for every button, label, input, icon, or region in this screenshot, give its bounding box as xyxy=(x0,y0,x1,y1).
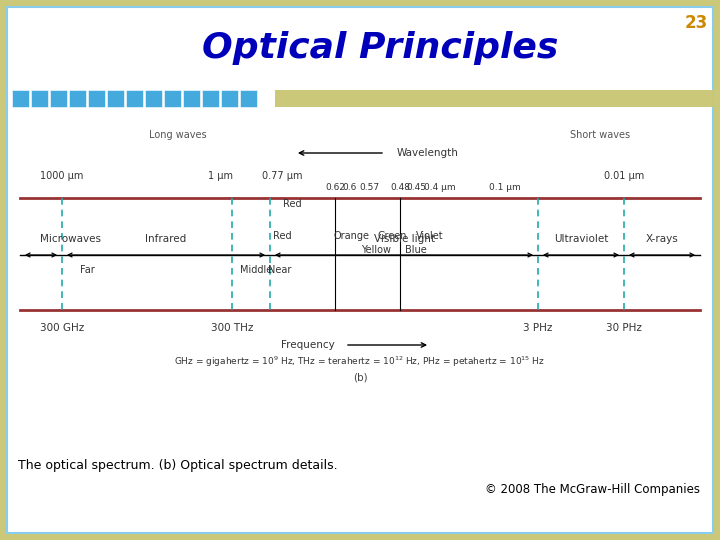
Bar xyxy=(88,90,105,107)
Text: 0.45: 0.45 xyxy=(406,183,426,192)
Bar xyxy=(202,90,219,107)
Text: 300 THz: 300 THz xyxy=(211,323,253,333)
Bar xyxy=(12,90,29,107)
Text: Short waves: Short waves xyxy=(570,130,630,140)
Text: (b): (b) xyxy=(353,373,367,383)
Text: 0.01 μm: 0.01 μm xyxy=(604,171,644,181)
Bar xyxy=(31,90,48,107)
Text: Green: Green xyxy=(377,231,407,241)
Text: Ultraviolet: Ultraviolet xyxy=(554,234,608,244)
Text: 1 μm: 1 μm xyxy=(207,171,233,181)
Text: Wavelength: Wavelength xyxy=(397,148,459,158)
Text: Infrared: Infrared xyxy=(145,234,186,244)
Text: Blue: Blue xyxy=(405,245,427,255)
Text: GHz = gigahertz = 10$^9$ Hz, THz = terahertz = 10$^{12}$ Hz, PHz = petahertz = 1: GHz = gigahertz = 10$^9$ Hz, THz = terah… xyxy=(174,355,546,369)
Bar xyxy=(240,90,257,107)
Text: Violet: Violet xyxy=(416,231,444,241)
Bar xyxy=(164,90,181,107)
Bar xyxy=(126,90,143,107)
Text: 23: 23 xyxy=(685,14,708,32)
Text: Orange: Orange xyxy=(334,231,370,241)
Text: Red: Red xyxy=(273,231,292,241)
Text: 0.4 μm: 0.4 μm xyxy=(424,183,456,192)
Text: 0.57: 0.57 xyxy=(359,183,379,192)
Text: 0.1 μm: 0.1 μm xyxy=(489,183,521,192)
Bar xyxy=(107,90,124,107)
Text: 0.48: 0.48 xyxy=(390,183,410,192)
Text: Visible light: Visible light xyxy=(374,234,434,244)
Text: Far: Far xyxy=(80,265,94,275)
Text: X-rays: X-rays xyxy=(646,234,678,244)
Text: 0.77 μm: 0.77 μm xyxy=(262,171,302,181)
Text: Near: Near xyxy=(269,265,292,275)
Text: 3 PHz: 3 PHz xyxy=(523,323,553,333)
Text: 0.6: 0.6 xyxy=(343,183,357,192)
Bar xyxy=(221,90,238,107)
Bar xyxy=(50,90,67,107)
Text: 300 GHz: 300 GHz xyxy=(40,323,84,333)
Text: 30 PHz: 30 PHz xyxy=(606,323,642,333)
Text: 1000 μm: 1000 μm xyxy=(40,171,84,181)
Text: Optical Principles: Optical Principles xyxy=(202,31,558,65)
Bar xyxy=(145,90,162,107)
Text: 0.62: 0.62 xyxy=(325,183,345,192)
Text: Middle: Middle xyxy=(240,265,272,275)
Bar xyxy=(183,90,200,107)
Text: Microwaves: Microwaves xyxy=(40,234,101,244)
Text: © 2008 The McGraw-Hill Companies: © 2008 The McGraw-Hill Companies xyxy=(485,483,700,496)
Text: Yellow: Yellow xyxy=(361,245,391,255)
Text: Frequency: Frequency xyxy=(282,340,335,350)
Text: Red: Red xyxy=(283,199,301,209)
Bar xyxy=(275,90,713,107)
Bar xyxy=(69,90,86,107)
Text: Long waves: Long waves xyxy=(149,130,207,140)
Text: The optical spectrum. (b) Optical spectrum details.: The optical spectrum. (b) Optical spectr… xyxy=(18,458,338,471)
